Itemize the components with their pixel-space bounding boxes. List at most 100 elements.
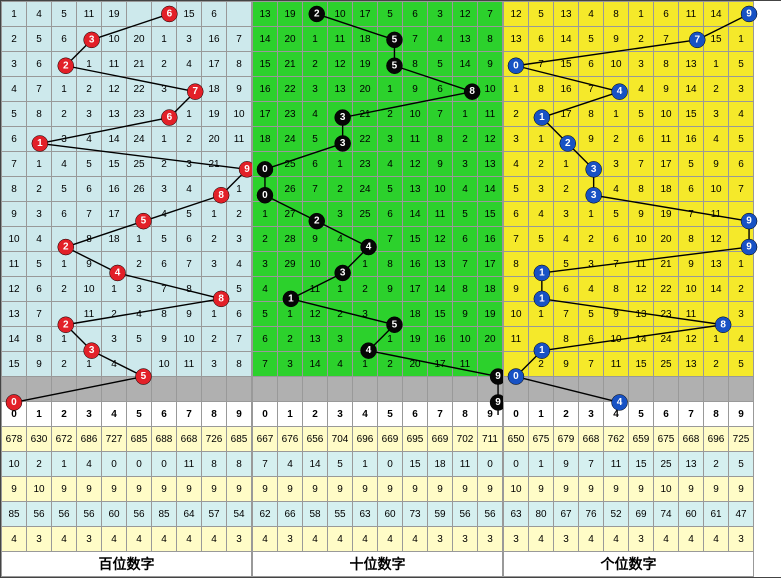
summary-cell: 47 — [729, 502, 754, 527]
cell: 1 — [152, 127, 177, 152]
cell: 1 — [729, 27, 754, 52]
cell: 13 — [554, 2, 579, 27]
cell: 4 — [328, 352, 353, 377]
cell: 20 — [654, 227, 679, 252]
spacer — [403, 377, 428, 402]
cell: 2 — [453, 127, 478, 152]
cell: 10 — [152, 352, 177, 377]
col-header: 6 — [152, 402, 177, 427]
cell — [127, 202, 152, 227]
cell: 13 — [328, 77, 353, 102]
cell — [77, 327, 102, 352]
summary-cell: 4 — [2, 527, 27, 552]
cell: 9 — [604, 27, 629, 52]
cell: 22 — [654, 277, 679, 302]
summary-cell: 18 — [428, 452, 453, 477]
cell: 3 — [378, 127, 403, 152]
cell: 8 — [554, 327, 579, 352]
cell: 12 — [478, 127, 503, 152]
cell: 18 — [202, 77, 227, 102]
cell: 7 — [629, 152, 654, 177]
cell: 7 — [453, 252, 478, 277]
summary-cell: 4 — [579, 527, 604, 552]
cell: 5 — [453, 202, 478, 227]
cell: 14 — [428, 277, 453, 302]
cell: 1 — [152, 27, 177, 52]
cell: 3 — [127, 277, 152, 302]
cell: 3 — [453, 152, 478, 177]
cell: 7 — [554, 302, 579, 327]
summary-cell: 9 — [2, 477, 27, 502]
cell: 6 — [504, 202, 529, 227]
summary-cell: 1 — [529, 452, 554, 477]
summary-cell: 656 — [303, 427, 328, 452]
cell — [328, 252, 353, 277]
summary-cell: 10 — [27, 477, 52, 502]
col-header: 5 — [629, 402, 654, 427]
cell — [303, 2, 328, 27]
summary-cell: 67 — [554, 502, 579, 527]
cell: 21 — [202, 152, 227, 177]
cell: 7 — [529, 52, 554, 77]
cell: 1 — [704, 52, 729, 77]
summary-cell: 4 — [704, 527, 729, 552]
cell: 6 — [629, 127, 654, 152]
cell: 7 — [428, 102, 453, 127]
cell: 2 — [2, 27, 27, 52]
cell: 2 — [604, 127, 629, 152]
cell: 20 — [403, 352, 428, 377]
cell — [478, 352, 503, 377]
summary-cell: 4 — [529, 527, 554, 552]
cell: 4 — [177, 177, 202, 202]
summary-cell: 11 — [177, 452, 202, 477]
summary-cell: 3 — [278, 527, 303, 552]
cell — [52, 227, 77, 252]
cell: 5 — [579, 27, 604, 52]
col-header: 0 — [253, 402, 278, 427]
cell: 15 — [253, 52, 278, 77]
cell: 18 — [102, 227, 127, 252]
cell: 25 — [278, 152, 303, 177]
summary-cell: 5 — [729, 452, 754, 477]
summary-cell: 10 — [2, 452, 27, 477]
summary-cell: 15 — [403, 452, 428, 477]
cell: 28 — [278, 227, 303, 252]
cell: 3 — [202, 252, 227, 277]
summary-cell: 725 — [729, 427, 754, 452]
cell: 3 — [729, 77, 754, 102]
summary-cell: 80 — [529, 502, 554, 527]
spacer — [679, 377, 704, 402]
col-header: 9 — [729, 402, 754, 427]
cell: 16 — [554, 77, 579, 102]
cell: 2 — [704, 352, 729, 377]
cell: 24 — [654, 327, 679, 352]
cell: 5 — [2, 102, 27, 127]
summary-cell: 2 — [27, 452, 52, 477]
col-header: 7 — [177, 402, 202, 427]
cell: 1 — [729, 252, 754, 277]
cell: 4 — [328, 227, 353, 252]
panel-ones: 1251348161114136145927151715610381315181… — [503, 1, 754, 577]
cell: 14 — [679, 77, 704, 102]
summary-cell: 56 — [478, 502, 503, 527]
col-header: 4 — [604, 402, 629, 427]
summary-cell: 13 — [679, 452, 704, 477]
cell: 20 — [127, 27, 152, 52]
cell: 1 — [77, 52, 102, 77]
spacer — [328, 377, 353, 402]
summary-cell: 9 — [579, 477, 604, 502]
summary-cell: 8 — [202, 452, 227, 477]
cell: 5 — [27, 252, 52, 277]
cell: 6 — [52, 202, 77, 227]
cell — [529, 252, 554, 277]
cell: 6 — [729, 152, 754, 177]
panel-tens: 1319101756312714201111874138152121219851… — [252, 1, 503, 577]
panel-label: 百位数字 — [2, 552, 252, 577]
cell: 2 — [278, 327, 303, 352]
summary-cell: 3 — [77, 527, 102, 552]
summary-cell: 1 — [353, 452, 378, 477]
cell: 12 — [102, 77, 127, 102]
cell: 14 — [102, 127, 127, 152]
panel-label: 个位数字 — [504, 552, 754, 577]
cell: 20 — [278, 27, 303, 52]
